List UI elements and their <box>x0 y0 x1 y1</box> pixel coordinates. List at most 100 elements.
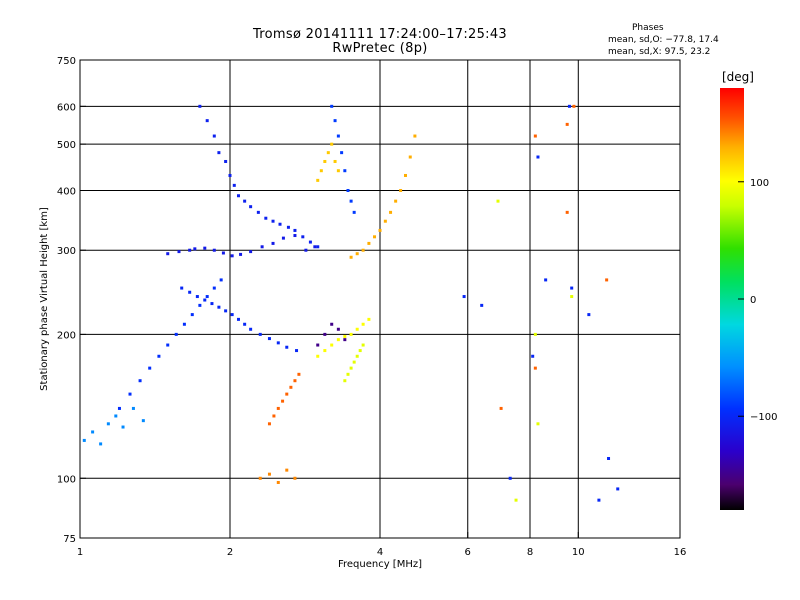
echo-point <box>343 334 347 338</box>
y-tick-label: 75 <box>63 534 76 545</box>
echo-point <box>203 246 207 250</box>
y-axis-ticks: 75 100 200 300 400 500 600 750 <box>57 56 86 545</box>
echo-point <box>138 379 142 383</box>
phases-line-x: mean, sd,X: 97.5, 23.2 <box>608 46 710 58</box>
x-axis-ticks: 1 2 4 6 8 10 16 <box>77 532 687 558</box>
echo-point <box>212 248 216 252</box>
echo-point <box>276 406 280 410</box>
echo-point <box>276 480 280 484</box>
echo-point <box>193 247 197 251</box>
echo-point <box>249 205 253 209</box>
echo-point <box>293 476 297 480</box>
x-tick-label: 8 <box>527 547 533 558</box>
echo-point <box>239 252 243 256</box>
x-tick-label: 16 <box>674 547 687 558</box>
echo-point <box>249 250 253 254</box>
echo-point <box>349 255 353 259</box>
echo-point <box>313 245 317 249</box>
y-tick-label: 600 <box>57 102 76 113</box>
echo-point <box>531 354 535 358</box>
echo-point <box>358 349 362 353</box>
phases-line-x-values: 97.5, 23.2 <box>664 47 711 57</box>
echo-point <box>289 385 293 389</box>
y-tick-label: 500 <box>57 140 76 151</box>
echo-point <box>230 254 234 258</box>
echo-point <box>232 183 236 187</box>
echo-point <box>82 438 86 442</box>
echo-point <box>399 188 403 192</box>
echo-point <box>177 250 181 254</box>
echo-point <box>249 327 253 331</box>
echo-point <box>330 343 334 347</box>
echo-point <box>236 194 240 198</box>
echo-point <box>180 286 184 290</box>
y-tick-label: 200 <box>57 330 76 341</box>
echo-point <box>349 366 353 370</box>
echo-point <box>343 338 347 342</box>
echo-point <box>228 173 232 177</box>
colorbar-ticks: 100 0 −100 <box>738 178 777 423</box>
echo-point <box>343 169 347 173</box>
echo-point <box>148 366 152 370</box>
echo-point <box>99 442 103 446</box>
echo-point <box>378 228 382 232</box>
echo-point <box>205 295 209 299</box>
echo-point <box>336 169 340 173</box>
echo-point <box>496 199 500 203</box>
echo-point <box>236 317 240 321</box>
y-axis-label: Stationary phase Virtual Height [km] <box>39 207 50 391</box>
x-tick-label: 1 <box>77 547 83 558</box>
y-tick-label: 100 <box>57 474 76 485</box>
chart-title: Tromsø 20141111 17:24:00–17:25:43 <box>252 27 508 42</box>
echo-point <box>297 372 301 376</box>
echo-point <box>281 399 285 403</box>
echo-point <box>212 286 216 290</box>
echo-point <box>367 241 371 245</box>
echo-point <box>285 392 289 396</box>
echo-point <box>293 228 297 232</box>
echo-point <box>272 414 276 418</box>
echo-point <box>333 119 337 123</box>
echo-point <box>301 235 305 239</box>
echo-point <box>256 210 260 214</box>
echo-point <box>352 210 356 214</box>
x-tick-label: 2 <box>227 547 233 558</box>
echo-point <box>210 302 214 306</box>
y-tick-label: 750 <box>57 56 76 67</box>
echo-point <box>205 119 209 123</box>
echo-point <box>349 199 353 203</box>
x-tick-label: 6 <box>465 547 471 558</box>
echo-point <box>230 313 234 317</box>
echo-point <box>243 322 247 326</box>
echo-point <box>316 354 320 358</box>
echo-point <box>408 155 412 159</box>
echo-point <box>514 498 518 502</box>
echo-point <box>188 248 192 252</box>
echo-point <box>336 134 340 138</box>
echo-point <box>258 332 262 336</box>
echo-point <box>343 379 347 383</box>
echo-point <box>373 235 377 239</box>
echo-point <box>217 151 221 155</box>
echo-point <box>217 305 221 309</box>
echo-point <box>565 122 569 126</box>
echo-point <box>203 298 207 302</box>
echo-point <box>271 241 275 245</box>
echo-points <box>82 104 620 502</box>
echo-point <box>224 309 228 313</box>
grid-lines <box>80 60 680 538</box>
chart-subtitle: RwPretec (8p) <box>332 41 428 56</box>
echo-point <box>355 354 359 358</box>
echo-point <box>536 155 540 159</box>
echo-point <box>198 303 202 307</box>
echo-point <box>607 456 611 460</box>
echo-point <box>308 240 312 244</box>
echo-point <box>536 422 540 426</box>
echo-point <box>198 104 202 108</box>
echo-point <box>323 349 327 353</box>
echo-point <box>389 210 393 214</box>
echo-point <box>605 278 609 282</box>
echo-point <box>572 104 576 108</box>
echo-point <box>570 286 574 290</box>
echo-point <box>174 332 178 336</box>
